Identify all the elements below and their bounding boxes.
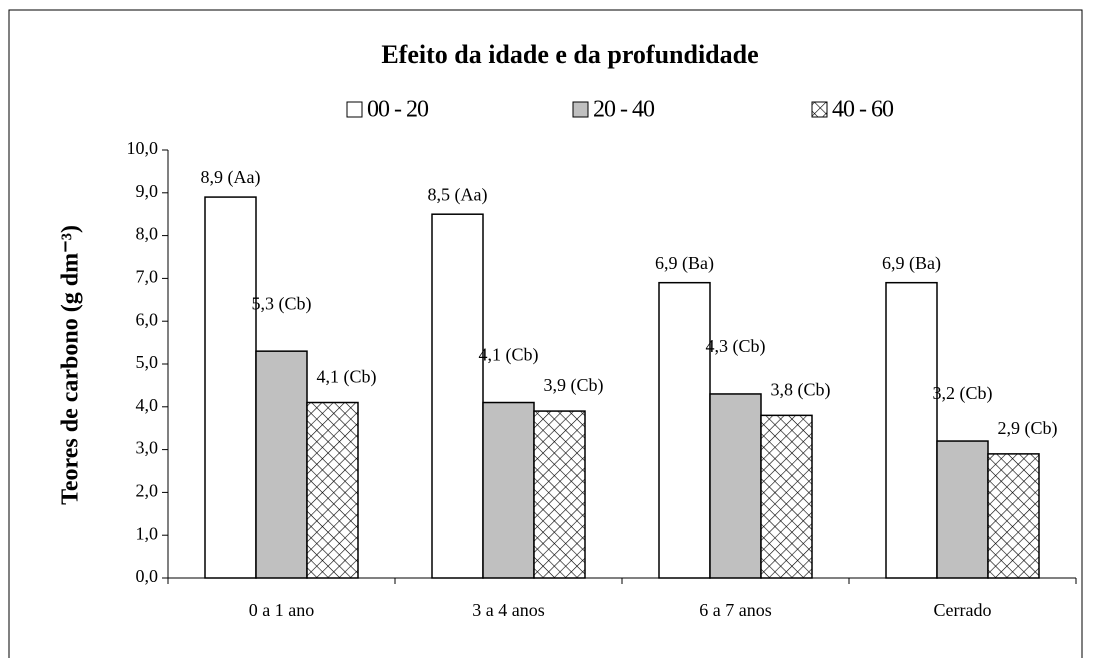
- legend-swatch: [572, 101, 589, 118]
- value-label: 3,8 (Cb): [771, 379, 831, 400]
- bar: [204, 196, 257, 579]
- legend-label: 40 - 60: [832, 97, 894, 123]
- y-tick-label: 8,0: [136, 224, 159, 244]
- bar: [936, 440, 989, 579]
- y-axis-title: Teores de carbono (g dm⁻³): [58, 225, 84, 505]
- chart-title: Efeito da idade e da profundidade: [381, 40, 758, 69]
- x-tick-label: Cerrado: [934, 600, 992, 620]
- value-label: 2,9 (Cb): [998, 418, 1058, 439]
- x-tick-label: 3 a 4 anos: [472, 600, 544, 620]
- bar: [533, 410, 586, 579]
- bar: [987, 453, 1040, 579]
- y-tick-label: 10,0: [127, 138, 159, 158]
- value-label: 4,3 (Cb): [706, 336, 766, 357]
- value-label: 3,9 (Cb): [544, 375, 604, 396]
- y-tick-label: 0,0: [136, 566, 159, 586]
- bar: [709, 393, 762, 579]
- bar: [482, 401, 535, 579]
- bar: [306, 401, 359, 579]
- value-label: 5,3 (Cb): [252, 293, 312, 314]
- legend-swatch: [811, 101, 828, 118]
- value-label: 8,9 (Aa): [201, 167, 261, 188]
- bar: [255, 350, 308, 579]
- value-label: 4,1 (Cb): [317, 367, 377, 388]
- value-label: 4,1 (Cb): [479, 345, 539, 366]
- y-tick-label: 4,0: [136, 395, 159, 415]
- value-label: 8,5 (Aa): [428, 184, 488, 205]
- x-tick-label: 0 a 1 ano: [249, 600, 314, 620]
- bar: [760, 414, 813, 579]
- y-tick-label: 7,0: [136, 267, 159, 287]
- value-label: 6,9 (Ba): [655, 253, 714, 274]
- value-label: 3,2 (Cb): [933, 383, 993, 404]
- frame: [8, 9, 1083, 658]
- y-tick-label: 1,0: [136, 523, 159, 543]
- y-tick-label: 5,0: [136, 352, 159, 372]
- x-tick-label: 6 a 7 anos: [699, 600, 771, 620]
- legend-label: 20 - 40: [593, 97, 655, 123]
- legend-label: 00 - 20: [367, 97, 429, 123]
- bar: [431, 213, 484, 579]
- y-tick-label: 3,0: [136, 438, 159, 458]
- bar: [658, 281, 711, 579]
- bar: [885, 281, 938, 579]
- y-tick-label: 6,0: [136, 309, 159, 329]
- y-tick-label: 9,0: [136, 181, 159, 201]
- y-tick-label: 2,0: [136, 481, 159, 501]
- value-label: 6,9 (Ba): [882, 253, 941, 274]
- legend-swatch: [346, 101, 363, 118]
